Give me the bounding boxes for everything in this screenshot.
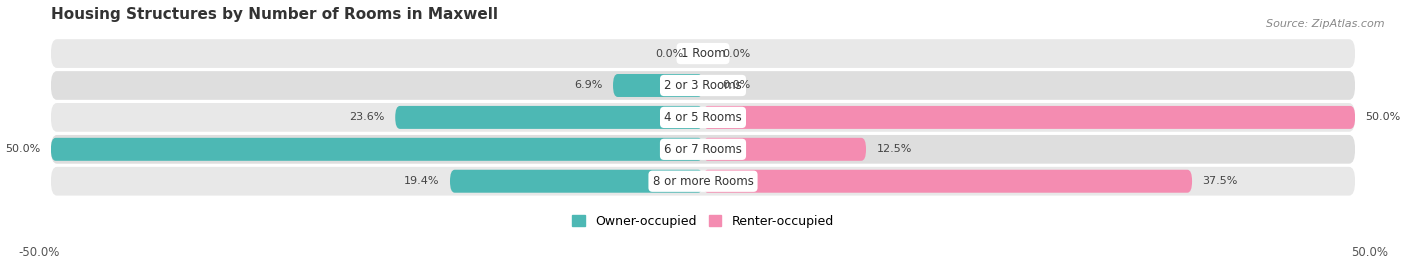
Text: 50.0%: 50.0% bbox=[1351, 246, 1388, 259]
FancyBboxPatch shape bbox=[450, 170, 703, 193]
Text: 4 or 5 Rooms: 4 or 5 Rooms bbox=[664, 111, 742, 124]
FancyBboxPatch shape bbox=[703, 138, 866, 161]
FancyBboxPatch shape bbox=[51, 135, 1355, 164]
Text: 50.0%: 50.0% bbox=[6, 144, 41, 154]
FancyBboxPatch shape bbox=[395, 106, 703, 129]
Text: 12.5%: 12.5% bbox=[876, 144, 912, 154]
FancyBboxPatch shape bbox=[51, 103, 1355, 132]
Text: 19.4%: 19.4% bbox=[404, 176, 440, 186]
Text: 6.9%: 6.9% bbox=[574, 80, 603, 90]
Text: 8 or more Rooms: 8 or more Rooms bbox=[652, 175, 754, 188]
Text: -50.0%: -50.0% bbox=[18, 246, 59, 259]
Text: 0.0%: 0.0% bbox=[723, 49, 751, 59]
Text: 37.5%: 37.5% bbox=[1202, 176, 1237, 186]
FancyBboxPatch shape bbox=[703, 106, 1355, 129]
Text: 0.0%: 0.0% bbox=[655, 49, 683, 59]
Text: 6 or 7 Rooms: 6 or 7 Rooms bbox=[664, 143, 742, 156]
FancyBboxPatch shape bbox=[51, 71, 1355, 100]
FancyBboxPatch shape bbox=[51, 39, 1355, 68]
FancyBboxPatch shape bbox=[51, 138, 703, 161]
Text: 2 or 3 Rooms: 2 or 3 Rooms bbox=[664, 79, 742, 92]
Text: 23.6%: 23.6% bbox=[350, 112, 385, 122]
Text: 50.0%: 50.0% bbox=[1365, 112, 1400, 122]
Text: Housing Structures by Number of Rooms in Maxwell: Housing Structures by Number of Rooms in… bbox=[51, 7, 498, 22]
FancyBboxPatch shape bbox=[613, 74, 703, 97]
Text: 1 Room: 1 Room bbox=[681, 47, 725, 60]
FancyBboxPatch shape bbox=[51, 167, 1355, 195]
FancyBboxPatch shape bbox=[703, 170, 1192, 193]
Text: 0.0%: 0.0% bbox=[723, 80, 751, 90]
Text: Source: ZipAtlas.com: Source: ZipAtlas.com bbox=[1267, 19, 1385, 29]
Legend: Owner-occupied, Renter-occupied: Owner-occupied, Renter-occupied bbox=[568, 210, 838, 233]
